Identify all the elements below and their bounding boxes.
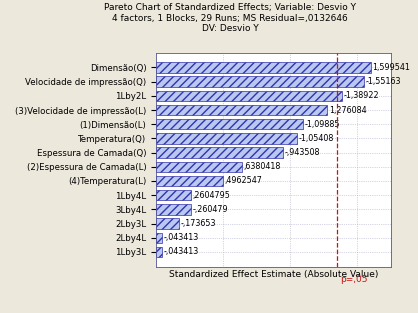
Text: ,2604795: ,2604795	[193, 191, 230, 200]
Bar	[156, 105, 327, 115]
Bar	[156, 62, 371, 73]
Text: -1,05408: -1,05408	[299, 134, 334, 143]
Bar	[156, 76, 364, 87]
Bar	[156, 190, 191, 200]
Text: -1,55163: -1,55163	[366, 77, 401, 86]
Bar	[156, 162, 242, 172]
Bar	[156, 218, 179, 229]
Bar	[156, 233, 162, 243]
Bar	[156, 176, 222, 186]
Text: -1,09885: -1,09885	[305, 120, 341, 129]
Bar	[156, 204, 191, 214]
Text: 1,599541: 1,599541	[372, 63, 410, 72]
Text: -,260479: -,260479	[193, 205, 228, 214]
Text: ,6380418: ,6380418	[243, 162, 280, 171]
Text: -,943508: -,943508	[284, 148, 320, 157]
Text: 1,276084: 1,276084	[329, 105, 367, 115]
Bar	[156, 133, 297, 144]
Text: p=,05: p=,05	[340, 275, 367, 285]
Text: -,043413: -,043413	[163, 233, 199, 242]
Text: -1,38922: -1,38922	[344, 91, 380, 100]
Bar	[156, 119, 303, 129]
Text: ,4962547: ,4962547	[224, 177, 262, 186]
Bar	[156, 91, 342, 101]
Text: Pareto Chart of Standardized Effects; Variable: Desvio Y
4 factors, 1 Blocks, 29: Pareto Chart of Standardized Effects; Va…	[104, 3, 356, 33]
Text: -,043413: -,043413	[163, 248, 199, 256]
X-axis label: Standardized Effect Estimate (Absolute Value): Standardized Effect Estimate (Absolute V…	[169, 269, 378, 279]
Bar	[156, 147, 283, 158]
Text: -,173653: -,173653	[181, 219, 217, 228]
Bar	[156, 247, 162, 257]
